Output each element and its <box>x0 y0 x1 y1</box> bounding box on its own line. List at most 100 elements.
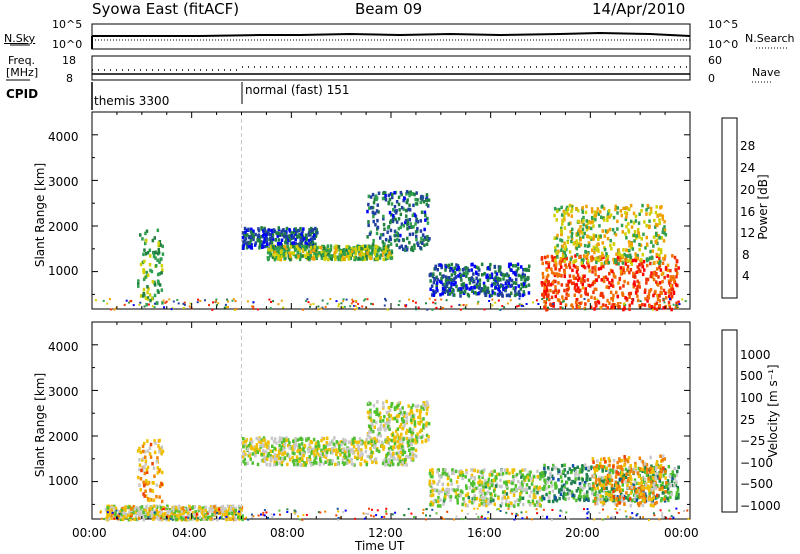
heatmap-cell <box>495 482 499 486</box>
heatmap-cell <box>382 217 385 221</box>
heatmap-cell <box>496 276 499 281</box>
heatmap-cell <box>373 252 377 256</box>
heatmap-cell <box>571 268 574 273</box>
heatmap-cell <box>458 470 461 474</box>
heatmap-cell <box>637 466 641 471</box>
heatmap-cell <box>328 254 331 259</box>
heatmap-cell <box>413 192 416 197</box>
heatmap-cell <box>170 308 173 311</box>
heatmap-cell <box>145 470 149 474</box>
heatmap-cell <box>431 289 435 293</box>
heatmap-cell <box>593 296 596 300</box>
heatmap-cell <box>627 230 631 234</box>
heatmap-cell <box>552 290 555 294</box>
heatmap-cell <box>632 211 636 216</box>
heatmap-cell <box>538 488 541 492</box>
heatmap-cell <box>140 468 143 473</box>
heatmap-cell <box>280 445 284 449</box>
heatmap-cell <box>425 421 428 425</box>
heatmap-cell <box>607 285 611 290</box>
heatmap-cell <box>232 298 235 301</box>
heatmap-cell <box>391 416 394 421</box>
heatmap-cell <box>594 492 597 496</box>
heatmap-cell <box>325 448 329 452</box>
heatmap-cell <box>592 499 595 503</box>
heatmap-cell <box>427 198 431 202</box>
heatmap-cell <box>152 466 156 470</box>
heatmap-cell <box>330 254 334 258</box>
heatmap-cell <box>156 456 159 460</box>
heatmap-cell <box>545 478 548 482</box>
heatmap-cell <box>435 275 438 280</box>
heatmap-cell <box>322 252 325 257</box>
heatmap-cell <box>475 282 479 287</box>
heatmap-cell <box>662 227 665 231</box>
heatmap-cell <box>450 273 454 277</box>
heatmap-cell <box>309 245 313 250</box>
heatmap-cell <box>650 240 653 244</box>
heatmap-cell <box>262 240 266 244</box>
heatmap-cell <box>619 269 623 274</box>
heatmap-cell <box>283 244 286 249</box>
heatmap-cell <box>423 243 426 247</box>
heatmap-cell <box>462 282 465 286</box>
heatmap-cell <box>423 227 426 232</box>
heatmap-cell <box>450 285 453 290</box>
heatmap-cell <box>594 234 598 238</box>
heatmap-cell <box>563 274 566 278</box>
heatmap-cell <box>159 506 163 510</box>
heatmap-cell <box>587 466 590 470</box>
heatmap-cell <box>287 251 291 256</box>
heatmap-cell <box>566 489 570 493</box>
heatmap-cell <box>666 268 669 272</box>
heatmap-cell <box>472 499 476 503</box>
heatmap-cell <box>610 305 613 310</box>
heatmap-cell <box>579 243 583 247</box>
heatmap-cell <box>676 488 680 492</box>
heatmap-cell <box>500 291 503 295</box>
heatmap-cell <box>413 243 416 247</box>
heatmap-cell <box>483 284 486 288</box>
heatmap-cell <box>413 420 417 424</box>
heatmap-cell <box>505 492 509 496</box>
heatmap-cell <box>616 206 619 210</box>
heatmap-cell <box>369 402 372 406</box>
heatmap-cell <box>388 458 391 462</box>
heatmap-cell <box>321 452 324 456</box>
heatmap-cell <box>456 501 459 505</box>
heatmap-cell <box>550 474 554 478</box>
heatmap-cell <box>345 248 348 252</box>
heatmap-cell <box>298 443 301 447</box>
heatmap-cell <box>462 497 465 501</box>
heatmap-cell <box>461 268 465 272</box>
heatmap-cell <box>277 241 280 246</box>
heatmap-cell <box>626 281 630 285</box>
heatmap-cell <box>421 440 424 444</box>
heatmap-cell <box>634 275 637 279</box>
heatmap-cell <box>288 229 292 233</box>
heatmap-cell <box>584 287 587 291</box>
heatmap-cell <box>324 445 327 449</box>
heatmap-cell <box>408 232 412 237</box>
heatmap-cell <box>312 447 316 451</box>
heatmap-cell <box>518 292 521 297</box>
heatmap-cell <box>139 294 143 298</box>
heatmap-cell <box>490 283 493 288</box>
heatmap-cell <box>374 244 377 249</box>
heatmap-cell <box>176 299 179 301</box>
heatmap-cell <box>179 516 183 520</box>
heatmap-cell <box>271 237 275 241</box>
heatmap-cell <box>664 233 668 237</box>
nave-label: Nave <box>752 66 781 79</box>
heatmap-cell <box>674 263 678 268</box>
heatmap-cell <box>329 244 333 248</box>
heatmap-cell <box>160 264 164 268</box>
heatmap-cell <box>511 468 514 472</box>
heatmap-cell <box>249 457 252 461</box>
heatmap-cell <box>626 254 630 258</box>
heatmap-cell <box>548 491 551 495</box>
heatmap-cell <box>420 194 423 199</box>
heatmap-cell <box>372 219 375 224</box>
heatmap-cell <box>508 471 511 476</box>
heatmap-cell <box>401 412 404 417</box>
